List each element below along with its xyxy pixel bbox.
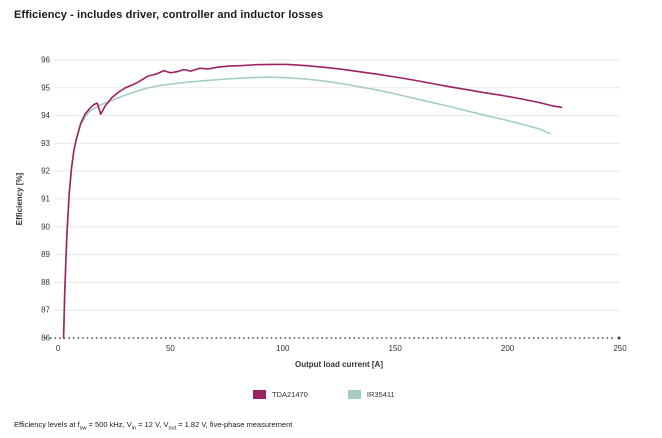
xtick-50: 50 bbox=[166, 344, 175, 353]
xtick-250: 250 bbox=[613, 344, 627, 353]
x-axis-title: Output load current [A] bbox=[295, 360, 383, 369]
chart-title: Efficiency - includes driver, controller… bbox=[14, 9, 324, 21]
ytick-91: 91 bbox=[41, 195, 50, 204]
series-line-IR35411 bbox=[62, 76, 552, 339]
series-line-TDA21470 bbox=[62, 63, 563, 339]
legend-swatch-tda21470 bbox=[253, 390, 266, 399]
ytick-93: 93 bbox=[41, 139, 50, 148]
legend-label-ir35411: IR35411 bbox=[366, 390, 395, 399]
legend-item-ir35411: IR35411 bbox=[347, 390, 395, 399]
ytick-94: 94 bbox=[41, 111, 50, 120]
ytick-89: 89 bbox=[41, 250, 50, 259]
xtick-100: 100 bbox=[276, 344, 290, 353]
footer-note: Efficiency levels at fsw = 500 kHz, Vin … bbox=[14, 420, 293, 432]
xtick-0: 0 bbox=[56, 344, 61, 353]
ytick-88: 88 bbox=[41, 278, 50, 287]
legend-swatch-ir35411 bbox=[347, 390, 361, 399]
xtick-200: 200 bbox=[501, 344, 515, 353]
ytick-95: 95 bbox=[41, 83, 50, 92]
y-axis-title: Efficiency [%] bbox=[15, 172, 24, 225]
ytick-87: 87 bbox=[41, 306, 50, 315]
legend: TDA21470 IR35411 bbox=[253, 390, 395, 399]
ytick-90: 90 bbox=[41, 222, 50, 231]
ytick-92: 92 bbox=[41, 167, 50, 176]
ytick-96: 96 bbox=[41, 56, 50, 65]
legend-item-tda21470: TDA21470 bbox=[253, 390, 308, 399]
legend-label-tda21470: TDA21470 bbox=[272, 390, 308, 399]
xtick-150: 150 bbox=[389, 344, 403, 353]
x-axis-end-dot bbox=[617, 336, 621, 340]
